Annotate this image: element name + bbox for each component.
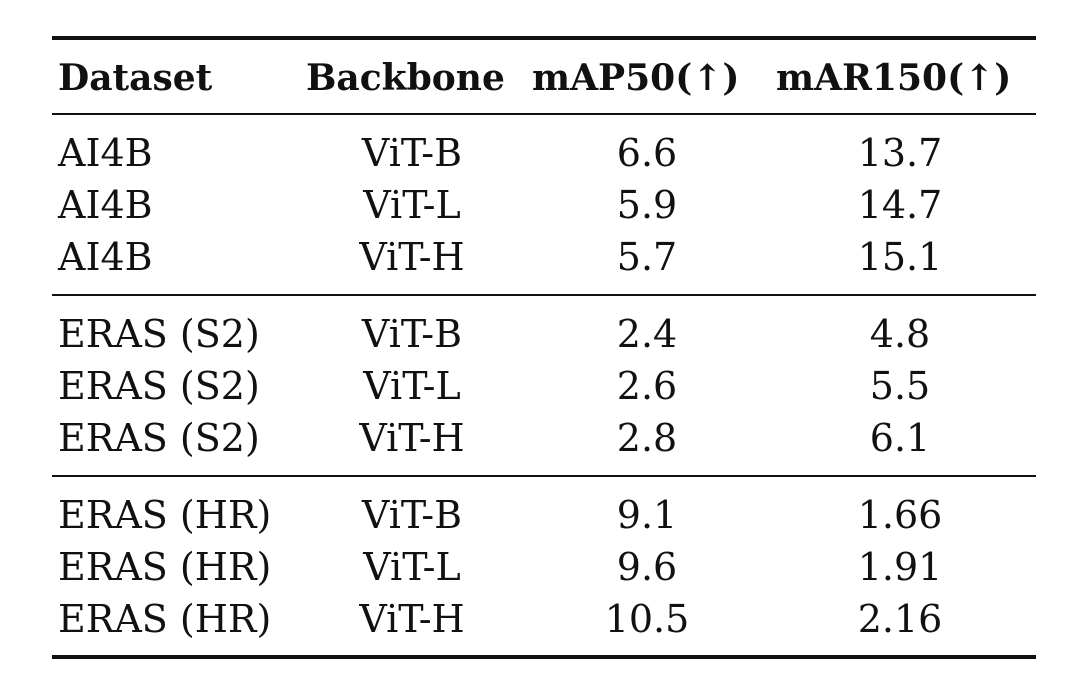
table-row: ERAS (HR) ViT-L 9.6 1.91 (52, 541, 1036, 593)
table-row: AI4B ViT-H 5.7 15.1 (52, 231, 1036, 283)
cell-dataset: ERAS (S2) (58, 312, 260, 356)
cell-dataset: ERAS (S2) (58, 416, 260, 460)
cell-backbone: ViT-L (363, 545, 461, 589)
cell-mar150: 14.7 (857, 183, 943, 227)
cell-map50: 5.9 (616, 183, 678, 227)
cell-dataset: AI4B (58, 235, 153, 279)
results-table: Dataset Backbone mAP50(↑) mAR150(↑) AI4B… (52, 0, 1036, 690)
table-row: ERAS (HR) ViT-H 10.5 2.16 (52, 593, 1036, 645)
cell-backbone: ViT-H (359, 597, 465, 641)
cell-mar150: 1.91 (857, 545, 943, 589)
table-row: ERAS (S2) ViT-B 2.4 4.8 (52, 308, 1036, 360)
cell-map50: 2.8 (616, 416, 678, 460)
cell-dataset: AI4B (58, 183, 153, 227)
cell-backbone: ViT-H (359, 416, 465, 460)
cell-mar150: 4.8 (869, 312, 931, 356)
cell-backbone: ViT-L (363, 183, 461, 227)
cell-dataset: ERAS (S2) (58, 364, 260, 408)
cell-map50: 9.1 (616, 493, 678, 537)
cell-backbone: ViT-B (361, 131, 463, 175)
cell-mar150: 6.1 (869, 416, 931, 460)
cell-backbone: ViT-L (363, 364, 461, 408)
header-rule (52, 113, 1036, 115)
cell-dataset: ERAS (HR) (58, 493, 272, 537)
table-row: AI4B ViT-L 5.9 14.7 (52, 179, 1036, 231)
table-row: ERAS (S2) ViT-H 2.8 6.1 (52, 412, 1036, 464)
cell-dataset: AI4B (58, 131, 153, 175)
header-backbone: Backbone (306, 57, 505, 99)
cell-mar150: 2.16 (857, 597, 943, 641)
bottom-rule (52, 655, 1036, 659)
cell-backbone: ViT-B (361, 493, 463, 537)
cell-dataset: ERAS (HR) (58, 545, 272, 589)
cell-map50: 2.4 (616, 312, 678, 356)
cell-dataset: ERAS (HR) (58, 597, 272, 641)
table-row: ERAS (HR) ViT-B 9.1 1.66 (52, 489, 1036, 541)
cell-mar150: 1.66 (857, 493, 943, 537)
cell-backbone: ViT-H (359, 235, 465, 279)
cell-mar150: 13.7 (857, 131, 943, 175)
cell-map50: 5.7 (616, 235, 678, 279)
cell-mar150: 5.5 (869, 364, 931, 408)
header-mar150: mAR150(↑) (776, 57, 1012, 99)
table-row: ERAS (S2) ViT-L 2.6 5.5 (52, 360, 1036, 412)
cell-map50: 6.6 (616, 131, 678, 175)
group-rule (52, 475, 1036, 477)
cell-map50: 10.5 (604, 597, 690, 641)
cell-mar150: 15.1 (857, 235, 943, 279)
cell-map50: 2.6 (616, 364, 678, 408)
header-dataset: Dataset (58, 57, 213, 99)
group-rule (52, 294, 1036, 296)
cell-map50: 9.6 (616, 545, 678, 589)
header-map50: mAP50(↑) (532, 57, 740, 99)
table-row: AI4B ViT-B 6.6 13.7 (52, 127, 1036, 179)
top-rule (52, 36, 1036, 40)
cell-backbone: ViT-B (361, 312, 463, 356)
